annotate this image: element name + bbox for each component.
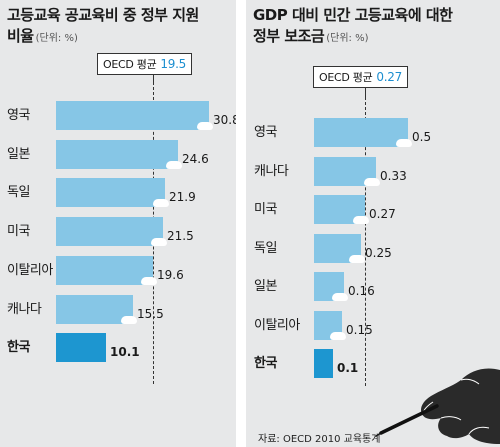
category-label: 영국 xyxy=(254,125,277,140)
bar-end-highlight xyxy=(353,216,369,224)
bar xyxy=(314,118,408,147)
bar-end-highlight xyxy=(349,255,365,263)
bar xyxy=(314,349,333,378)
category-label: 영국 xyxy=(7,108,30,123)
source-note: 자료: OECD 2010 교육통계 xyxy=(258,434,381,445)
oecd-average-value: 0.27 xyxy=(376,70,402,84)
category-label: 캐나다 xyxy=(7,302,42,317)
bar-end-highlight xyxy=(151,238,167,246)
value-label: 24.6 xyxy=(182,152,209,166)
oecd-average-label: OECD 평균 xyxy=(319,71,373,84)
oecd-callout-leader xyxy=(365,87,366,97)
title-line-2-text: 비율 xyxy=(7,27,34,45)
title-line-1: GDP 대비 민간 고등교육에 대한 xyxy=(253,6,453,24)
hand-with-pen-icon xyxy=(375,368,500,444)
chart-panel-gov-support-ratio: 고등교육 공교육비 중 정부 지원 비율 (단위: %) OECD 평균 19.5 … xyxy=(0,0,236,447)
unit-label: (단위: %) xyxy=(35,33,78,44)
unit-label: (단위: %) xyxy=(326,33,369,44)
bar xyxy=(56,295,133,324)
value-label: 0.16 xyxy=(348,284,375,298)
value-label: 0.25 xyxy=(365,246,392,260)
value-label: 19.6 xyxy=(157,268,184,282)
bar xyxy=(56,140,178,169)
category-label: 일본 xyxy=(7,147,30,162)
bar-end-highlight xyxy=(141,277,157,285)
bar xyxy=(56,178,165,207)
bar-end-highlight xyxy=(197,122,213,130)
category-label: 이탈리아 xyxy=(7,263,53,278)
category-label: 독일 xyxy=(7,185,30,200)
bar-end-highlight xyxy=(121,316,137,324)
title-line-2-text: 정부 보조금 xyxy=(253,27,325,45)
value-label: 0.1 xyxy=(337,361,359,375)
oecd-callout-leader xyxy=(153,74,154,82)
oecd-average-value: 19.5 xyxy=(160,57,186,71)
category-label: 캐나다 xyxy=(254,164,289,179)
bar xyxy=(56,101,209,130)
title-line-2: 정부 보조금 (단위: %) xyxy=(253,26,452,49)
value-label: 10.1 xyxy=(110,345,140,359)
title-line-2: 비율 (단위: %) xyxy=(7,26,199,49)
value-label: 0.33 xyxy=(380,169,407,183)
category-label: 한국 xyxy=(7,340,30,355)
value-label: 0.5 xyxy=(412,130,432,144)
value-label: 21.9 xyxy=(169,190,196,204)
oecd-average-callout: OECD 평균 0.27 xyxy=(313,66,408,88)
bar xyxy=(56,217,163,246)
bar-end-highlight xyxy=(153,199,169,207)
value-label: 21.5 xyxy=(167,229,194,243)
title-line-1: 고등교육 공교육비 중 정부 지원 xyxy=(7,6,199,24)
category-label: 미국 xyxy=(7,224,30,239)
oecd-average-line xyxy=(365,97,366,386)
category-label: 이탈리아 xyxy=(254,318,300,333)
bar-end-highlight xyxy=(364,178,380,186)
oecd-average-label: OECD 평균 xyxy=(103,58,157,71)
bar-end-highlight xyxy=(166,161,182,169)
category-label: 한국 xyxy=(254,356,277,371)
value-label: 0.27 xyxy=(369,207,396,221)
chart-panel-private-subsidy-gdp: GDP 대비 민간 고등교육에 대한 정부 보조금 (단위: %) OECD 평균… xyxy=(246,0,500,447)
bar xyxy=(56,333,106,362)
value-label: 0.15 xyxy=(346,323,373,337)
bar xyxy=(56,256,153,285)
category-label: 미국 xyxy=(254,202,277,217)
value-label: 15.5 xyxy=(137,307,164,321)
value-label: 30.8 xyxy=(213,113,236,127)
bar-end-highlight xyxy=(332,293,348,301)
category-label: 독일 xyxy=(254,241,277,256)
bar-end-highlight xyxy=(396,139,412,147)
oecd-average-callout: OECD 평균 19.5 xyxy=(97,53,192,75)
chart-title: GDP 대비 민간 고등교육에 대한 정부 보조금 (단위: %) xyxy=(253,5,453,49)
chart-title: 고등교육 공교육비 중 정부 지원 비율 (단위: %) xyxy=(7,5,199,49)
bar-end-highlight xyxy=(330,332,346,340)
category-label: 일본 xyxy=(254,279,277,294)
